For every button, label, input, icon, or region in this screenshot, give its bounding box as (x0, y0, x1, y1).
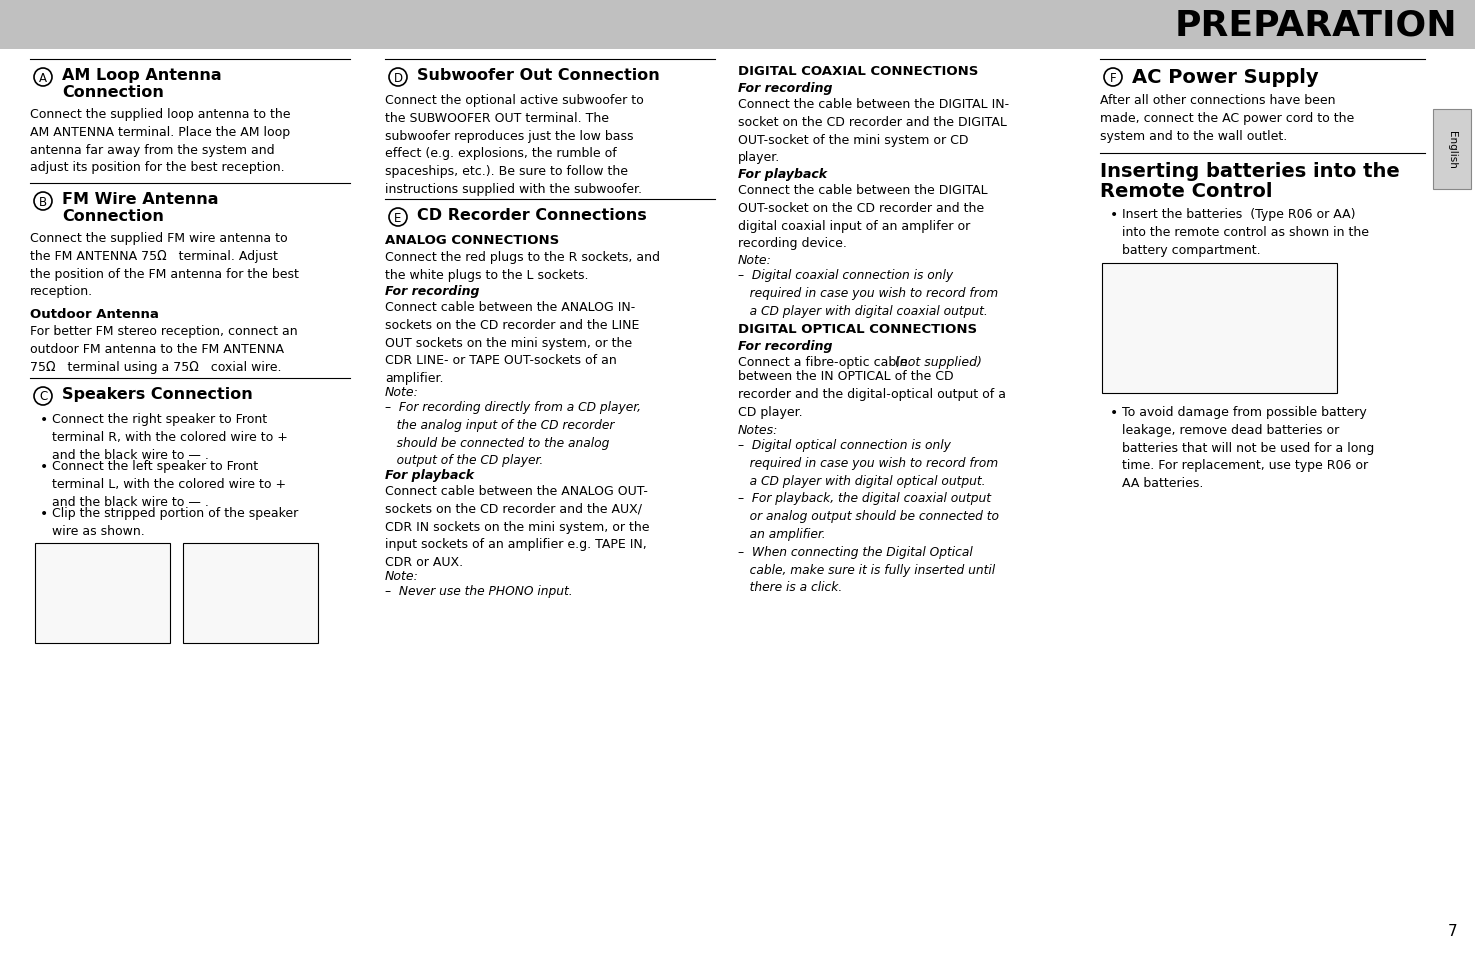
Text: Note:: Note: (738, 253, 771, 267)
Bar (183, 543, 319, 643)
Text: Connection: Connection (62, 209, 164, 224)
Text: B: B (38, 195, 47, 209)
Text: Connection: Connection (62, 85, 164, 100)
Text: Connect the supplied FM wire antenna to
the FM ANTENNA 75Ω   terminal. Adjust
th: Connect the supplied FM wire antenna to … (30, 232, 299, 298)
Text: AM Loop Antenna: AM Loop Antenna (62, 68, 221, 83)
Bar (0, 0, 1475, 50)
Text: For recording: For recording (385, 285, 479, 297)
Text: For better FM stereo reception, connect an
outdoor FM antenna to the FM ANTENNA
: For better FM stereo reception, connect … (30, 325, 298, 374)
Text: Connect the supplied loop antenna to the
AM ANTENNA terminal. Place the AM loop
: Connect the supplied loop antenna to the… (30, 108, 291, 174)
Text: FM Wire Antenna: FM Wire Antenna (62, 192, 218, 207)
Text: •: • (40, 459, 49, 474)
Text: For playback: For playback (385, 469, 473, 481)
Bar (35, 543, 170, 643)
Text: Connect cable between the ANALOG OUT-
sockets on the CD recorder and the AUX/
CD: Connect cable between the ANALOG OUT- so… (385, 484, 649, 569)
Text: •: • (1111, 208, 1118, 222)
Text: –  Digital optical connection is only
   required in case you wish to record fro: – Digital optical connection is only req… (738, 438, 999, 594)
Text: AC Power Supply: AC Power Supply (1131, 68, 1319, 87)
Text: Remote Control: Remote Control (1100, 182, 1273, 201)
Text: E: E (394, 212, 401, 224)
Text: Speakers Connection: Speakers Connection (62, 387, 252, 401)
Text: Connect the red plugs to the R sockets, and
the white plugs to the L sockets.: Connect the red plugs to the R sockets, … (385, 251, 659, 281)
Text: –  For recording directly from a CD player,
   the analog input of the CD record: – For recording directly from a CD playe… (385, 400, 642, 467)
Text: 7: 7 (1447, 923, 1457, 938)
Text: F: F (1109, 71, 1117, 85)
Text: C: C (38, 390, 47, 403)
Text: After all other connections have been
made, connect the AC power cord to the
sys: After all other connections have been ma… (1100, 94, 1354, 142)
Text: D: D (394, 71, 403, 85)
Text: A: A (38, 71, 47, 85)
Text: Subwoofer Out Connection: Subwoofer Out Connection (417, 68, 659, 83)
Text: Connect the right speaker to Front
terminal R, with the colored wire to +
and th: Connect the right speaker to Front termi… (52, 413, 288, 461)
Text: Connect the optional active subwoofer to
the SUBWOOFER OUT terminal. The
subwoof: Connect the optional active subwoofer to… (385, 94, 643, 195)
Text: •: • (40, 506, 49, 520)
Bar (1102, 264, 1336, 394)
Text: For recording: For recording (738, 339, 832, 353)
Text: DIGITAL COAXIAL CONNECTIONS: DIGITAL COAXIAL CONNECTIONS (738, 65, 978, 78)
Text: Insert the batteries  (Type R06 or AA)
into the remote control as shown in the
b: Insert the batteries (Type R06 or AA) in… (1122, 208, 1369, 256)
Text: Note:: Note: (385, 569, 419, 582)
Text: Connect the left speaker to Front
terminal L, with the colored wire to +
and the: Connect the left speaker to Front termin… (52, 459, 286, 508)
Text: For playback: For playback (738, 168, 827, 181)
Bar (1434, 110, 1471, 190)
Text: Connect cable between the ANALOG IN-
sockets on the CD recorder and the LINE
OUT: Connect cable between the ANALOG IN- soc… (385, 301, 639, 385)
Text: Connect the cable between the DIGITAL IN-
socket on the CD recorder and the DIGI: Connect the cable between the DIGITAL IN… (738, 98, 1009, 164)
Text: English: English (1447, 131, 1457, 169)
Text: Connect a fibre-optic cable: Connect a fibre-optic cable (738, 355, 912, 369)
Text: PREPARATION: PREPARATION (1174, 8, 1457, 42)
Text: Clip the stripped portion of the speaker
wire as shown.: Clip the stripped portion of the speaker… (52, 506, 298, 537)
Text: Outdoor Antenna: Outdoor Antenna (30, 308, 159, 320)
Text: Notes:: Notes: (738, 423, 779, 436)
Text: –  Digital coaxial connection is only
   required in case you wish to record fro: – Digital coaxial connection is only req… (738, 269, 999, 317)
Text: DIGITAL OPTICAL CONNECTIONS: DIGITAL OPTICAL CONNECTIONS (738, 323, 976, 335)
Text: •: • (1111, 406, 1118, 419)
Text: For recording: For recording (738, 82, 832, 95)
Text: Connect the cable between the DIGITAL
OUT-socket on the CD recorder and the
digi: Connect the cable between the DIGITAL OU… (738, 184, 988, 250)
Text: between the IN OPTICAL of the CD
recorder and the digital-optical output of a
CD: between the IN OPTICAL of the CD recorde… (738, 370, 1006, 418)
Text: (not supplied): (not supplied) (895, 355, 982, 369)
Text: CD Recorder Connections: CD Recorder Connections (417, 208, 646, 223)
Text: Inserting batteries into the: Inserting batteries into the (1100, 162, 1400, 181)
Text: ANALOG CONNECTIONS: ANALOG CONNECTIONS (385, 233, 559, 247)
Text: To avoid damage from possible battery
leakage, remove dead batteries or
batterie: To avoid damage from possible battery le… (1122, 406, 1375, 490)
Text: Note:: Note: (385, 386, 419, 398)
Text: –  Never use the PHONO input.: – Never use the PHONO input. (385, 584, 572, 598)
Text: •: • (40, 413, 49, 427)
